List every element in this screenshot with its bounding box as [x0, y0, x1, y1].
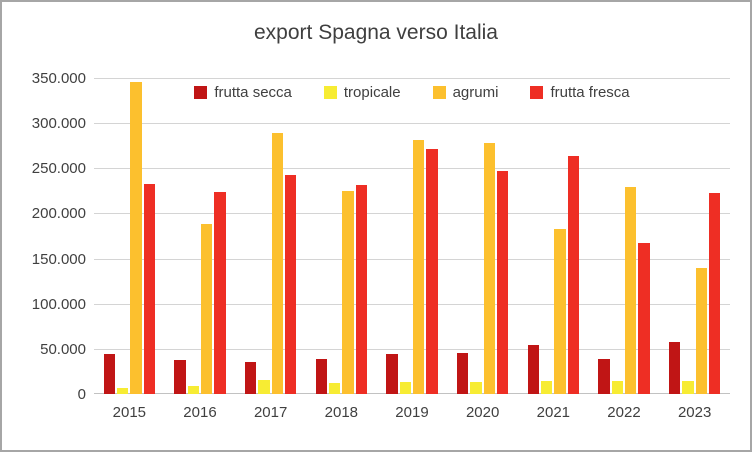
bar-frutta-fresca-2021 — [567, 155, 580, 394]
bar-agrumi-2021 — [554, 228, 566, 394]
bar-agrumi-2015 — [130, 81, 142, 394]
bar-agrumi-2022 — [624, 187, 637, 394]
bar-frutta-fresca-2015 — [143, 183, 156, 394]
legend: frutta secca tropicale agrumi frutta fresca — [94, 84, 730, 101]
x-tick-label: 2023 — [677, 404, 712, 421]
x-tick-label: 2017 — [253, 404, 288, 421]
gridline — [94, 123, 730, 124]
gridline — [94, 168, 730, 169]
bar-frutta-secca-2018 — [315, 358, 328, 394]
gridline — [94, 78, 730, 79]
legend-marker-frutta-fresca — [530, 86, 544, 99]
legend-marker-frutta-secca — [194, 86, 208, 99]
bar-agrumi-2020 — [483, 143, 496, 394]
plot-area — [94, 78, 730, 394]
legend-item-frutta-secca: frutta secca — [194, 84, 292, 101]
bar-tropicale-2019 — [399, 382, 412, 394]
gridline — [94, 213, 730, 214]
bar-frutta-secca-2020 — [456, 353, 469, 394]
bar-frutta-fresca-2020 — [496, 171, 509, 394]
bar-frutta-secca-2021 — [527, 345, 540, 394]
gridline — [94, 259, 730, 260]
bar-agrumi-2017 — [271, 133, 284, 394]
legend-label: tropicale — [343, 84, 401, 101]
legend-label: frutta fresca — [550, 84, 630, 101]
bar-tropicale-2016 — [187, 385, 200, 394]
gridline — [94, 349, 730, 350]
x-tick-label: 2022 — [607, 404, 641, 421]
bar-tropicale-2021 — [540, 381, 553, 394]
x-axis: 2015 2016 2017 2018 2019 2020 2021 2022 2023 — [94, 404, 730, 426]
y-tick-label: 200.000 — [31, 205, 86, 223]
bar-frutta-secca-2017 — [244, 361, 257, 394]
bar-tropicale-2015 — [116, 387, 129, 394]
bar-tropicale-2018 — [328, 383, 341, 394]
y-tick-label: 50.000 — [40, 340, 86, 358]
y-tick-label: 150.000 — [31, 250, 86, 268]
legend-marker-tropicale — [323, 86, 337, 99]
bar-agrumi-2023 — [695, 267, 708, 394]
bar-frutta-fresca-2016 — [214, 191, 226, 394]
bar-frutta-fresca-2022 — [638, 243, 650, 394]
x-tick-label: 2016 — [183, 404, 217, 421]
bar-frutta-secca-2023 — [668, 341, 681, 394]
legend-marker-agrumi — [432, 86, 446, 99]
bar-frutta-secca-2019 — [386, 354, 398, 394]
chart-title: export Spagna verso Italia — [254, 21, 498, 44]
bar-agrumi-2016 — [200, 224, 213, 394]
x-tick-label: 2018 — [324, 404, 359, 421]
y-tick-label: 350.000 — [31, 70, 86, 87]
y-tick-label: 250.000 — [31, 160, 86, 178]
x-tick-label: 2021 — [536, 404, 571, 421]
bar-frutta-secca-2022 — [598, 358, 610, 394]
x-tick-label: 2020 — [465, 404, 500, 421]
legend-item-frutta-fresca: frutta fresca — [530, 84, 630, 101]
y-tick-label: 300.000 — [31, 115, 86, 133]
legend-label: frutta secca — [214, 84, 292, 101]
x-tick-label: 2015 — [112, 404, 147, 421]
bar-frutta-fresca-2017 — [284, 174, 297, 394]
bar-tropicale-2022 — [611, 381, 624, 394]
bar-frutta-secca-2016 — [174, 359, 186, 394]
y-axis: 0 50.000 100.000 150.000 200.000 250.000 300.0… — [2, 70, 86, 403]
x-axis-line — [94, 393, 730, 394]
bar-agrumi-2018 — [342, 190, 354, 394]
bar-tropicale-2020 — [470, 382, 482, 394]
legend-label: agrumi — [452, 84, 499, 101]
bar-frutta-fresca-2018 — [355, 185, 368, 394]
y-tick-label: 100.000 — [31, 295, 86, 313]
bar-agrumi-2019 — [412, 140, 425, 394]
bar-tropicale-2017 — [258, 380, 270, 394]
legend-item-agrumi: agrumi — [432, 84, 499, 101]
x-tick-label: 2019 — [395, 404, 429, 421]
y-tick-label: 0 — [77, 386, 86, 403]
legend-item-tropicale: tropicale — [323, 84, 401, 101]
bar-tropicale-2023 — [682, 381, 694, 394]
bar-frutta-fresca-2019 — [426, 149, 438, 394]
gridline — [94, 304, 730, 305]
bar-frutta-secca-2015 — [103, 354, 116, 394]
bar-frutta-fresca-2023 — [708, 192, 721, 394]
